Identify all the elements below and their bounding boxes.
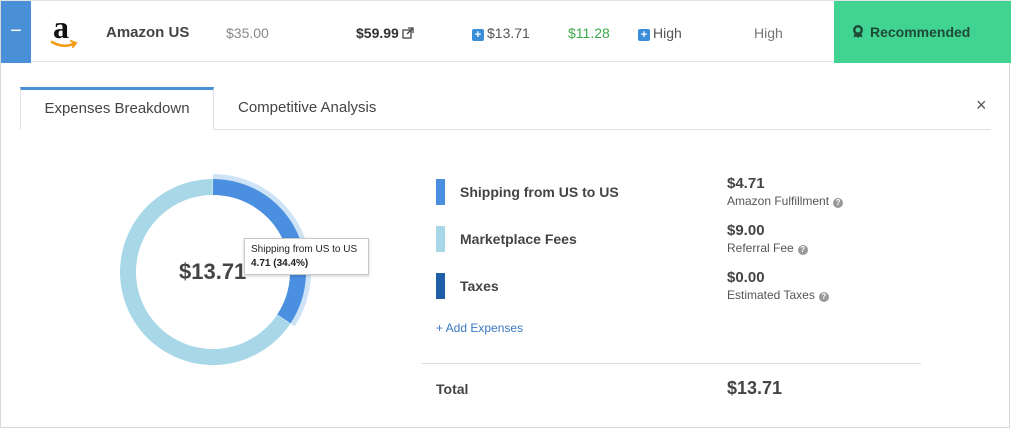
recommendation-text: Recommended [870,24,971,40]
sublabel-text: Estimated Taxes [727,288,815,302]
divider [422,363,921,364]
expenses-text: $13.71 [487,25,530,41]
tooltip-title: Shipping from US to US [251,244,358,255]
expense-item-shipping: Shipping from US to US [436,179,636,205]
marketplace-row[interactable]: − a Amazon US $35.00 $59.99 + $13.71 $11.… [1,0,1011,63]
sublabel-text: Referral Fee [727,241,794,255]
help-icon[interactable]: ? [818,292,829,302]
add-expenses-link[interactable]: + Add Expenses [436,321,524,335]
legend-swatch [436,226,445,252]
sublabel-text: Amazon Fulfillment [727,194,830,208]
expenses-donut-chart[interactable] [109,172,319,376]
total-label: Total [436,381,469,397]
expense-sublabel: Referral Fee? [727,241,808,255]
expand-plus-icon[interactable]: + [472,29,484,41]
donut-total: $13.71 [179,259,247,284]
expense-label: Shipping from US to US [460,184,619,200]
recommendation-badge: Recommended [834,1,1011,63]
expense-amount: $0.00 [727,269,765,286]
legend-swatch [436,273,445,299]
expense-amount: $9.00 [727,222,765,239]
marketplace-name: Amazon US [106,24,190,41]
expense-label: Taxes [460,278,499,294]
external-link-icon[interactable] [402,26,414,42]
amazon-smile-icon [50,40,78,48]
expense-label: Marketplace Fees [460,231,577,247]
expense-sublabel: Amazon Fulfillment? [727,194,844,208]
legend-swatch [436,179,445,205]
profit-value: $11.28 [568,25,610,41]
tab-bar: Expenses Breakdown Competitive Analysis [20,87,991,130]
donut-slice-hover-halo[interactable] [213,174,311,327]
expand-plus-icon[interactable]: + [638,29,650,41]
competition-value: High [754,25,783,41]
tab-expenses-breakdown[interactable]: Expenses Breakdown [20,87,214,130]
expense-item-marketplace-fees: Marketplace Fees [436,226,636,252]
expense-item-taxes: Taxes [436,273,636,299]
tab-competitive-analysis[interactable]: Competitive Analysis [238,99,377,116]
price-text: $59.99 [356,25,399,41]
donut-slice-1[interactable] [213,179,306,324]
tooltip-value: 4.71 (34.4%) [251,258,309,269]
expense-amount: $4.71 [727,175,765,192]
expenses-value[interactable]: + $13.71 [472,25,530,41]
product-panel: − a Amazon US $35.00 $59.99 + $13.71 $11.… [0,0,1011,428]
collapse-button[interactable]: − [1,1,31,63]
close-icon[interactable]: × [976,95,987,115]
demand-text: High [653,25,682,41]
price-value[interactable]: $59.99 [356,25,414,42]
help-icon[interactable]: ? [833,198,844,208]
total-value: $13.71 [727,378,783,398]
expense-sublabel: Estimated Taxes? [727,288,829,302]
help-icon[interactable]: ? [797,245,808,255]
demand-value[interactable]: + High [638,25,682,41]
chart-tooltip: Shipping from US to US 4.71 (34.4%) [244,238,369,275]
award-icon [853,25,863,38]
amazon-logo: a [49,9,79,51]
cost-value: $35.00 [226,25,269,41]
